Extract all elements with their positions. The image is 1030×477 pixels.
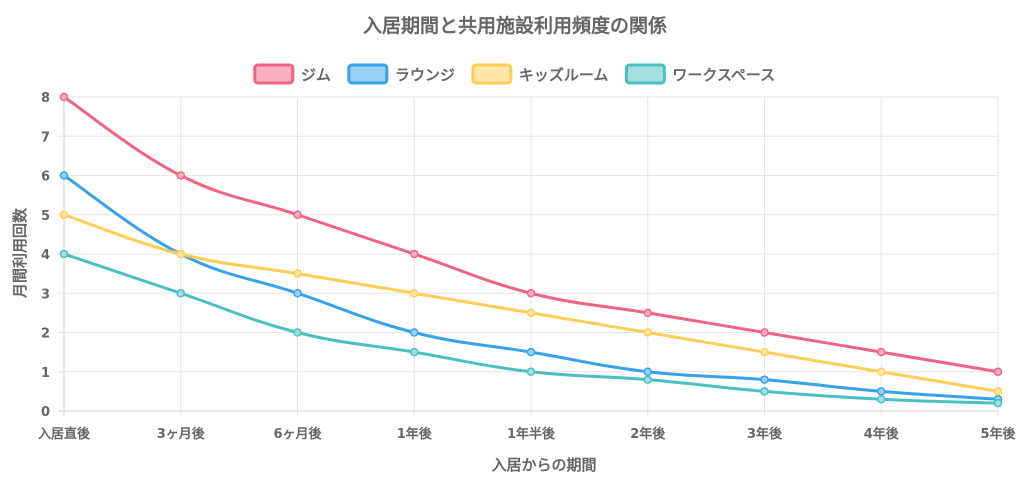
series-2: [59, 210, 1003, 396]
legend-label: キッズルーム: [519, 66, 609, 84]
legend-label: ワークスペース: [672, 66, 775, 84]
data-point[interactable]: [59, 92, 69, 102]
x-tick-label: 6ヶ月後: [273, 426, 322, 442]
data-point[interactable]: [993, 367, 1003, 376]
data-point[interactable]: [760, 387, 769, 396]
x-tick-label: 5年後: [980, 426, 1016, 442]
data-point[interactable]: [410, 289, 419, 298]
data-point[interactable]: [176, 171, 185, 180]
data-point[interactable]: [293, 210, 302, 219]
data-point[interactable]: [59, 171, 69, 180]
y-axis-ticks: 0 1 2 3 4 5 6 7 8: [41, 91, 50, 420]
y-tick-label: 0: [41, 405, 50, 420]
x-tick-label: 4年後: [864, 426, 900, 442]
data-point[interactable]: [176, 249, 185, 259]
data-point[interactable]: [176, 289, 185, 298]
data-point[interactable]: [643, 308, 652, 318]
legend-label: ラウンジ: [395, 66, 455, 84]
data-point[interactable]: [59, 210, 69, 219]
series-3: [59, 249, 1003, 408]
legend-item[interactable]: キッズルーム: [471, 63, 609, 85]
y-tick-label: 1: [41, 366, 50, 381]
data-point[interactable]: [760, 328, 769, 337]
data-point[interactable]: [526, 289, 536, 298]
data-point[interactable]: [526, 347, 536, 357]
x-tick-label: 1年後: [397, 426, 433, 442]
y-tick-label: 7: [41, 130, 50, 145]
data-point[interactable]: [59, 249, 69, 259]
x-tick-label: 1年半後: [507, 426, 556, 442]
data-point[interactable]: [643, 375, 652, 384]
y-tick-label: 8: [41, 91, 50, 106]
legend-label: ジム: [301, 66, 331, 84]
legend-item[interactable]: ワークスペース: [624, 63, 775, 85]
x-axis-title: 入居からの期間: [491, 456, 596, 474]
data-point[interactable]: [293, 328, 302, 337]
legend-item[interactable]: ラウンジ: [347, 63, 455, 85]
data-point[interactable]: [410, 249, 419, 259]
x-tick-label: 2年後: [630, 426, 666, 442]
chart-title: 入居期間と共用施設利用頻度の関係: [363, 14, 667, 37]
data-point[interactable]: [877, 347, 886, 357]
data-point[interactable]: [877, 394, 886, 404]
data-point[interactable]: [760, 375, 769, 384]
data-point[interactable]: [293, 269, 302, 278]
x-tick-label: 3年後: [747, 426, 783, 442]
data-point[interactable]: [410, 328, 419, 337]
data-point[interactable]: [526, 308, 536, 318]
data-point[interactable]: [293, 289, 302, 298]
y-tick-label: 5: [41, 209, 50, 224]
data-point[interactable]: [643, 367, 652, 376]
y-axis-title: 月間利用回数: [11, 207, 29, 299]
legend-item[interactable]: ジム: [253, 63, 331, 85]
legend-swatch: [624, 63, 666, 85]
series-0: [59, 92, 1003, 376]
data-point[interactable]: [993, 387, 1003, 396]
x-axis-ticks: 入居直後 3ヶ月後 6ヶ月後 1年後 1年半後 2年後 3年後 4年後 5年後: [38, 426, 1017, 442]
y-tick-label: 3: [41, 287, 50, 302]
series-lines: [59, 92, 1003, 408]
legend-swatch: [471, 63, 513, 85]
legend-swatch: [253, 63, 295, 85]
data-point[interactable]: [877, 367, 886, 376]
x-tick-label: 入居直後: [38, 426, 91, 442]
data-point[interactable]: [993, 398, 1003, 408]
data-point[interactable]: [410, 347, 419, 357]
x-tick-label: 3ヶ月後: [157, 426, 206, 442]
data-point[interactable]: [877, 387, 886, 396]
y-tick-label: 4: [41, 248, 50, 263]
data-point[interactable]: [760, 347, 769, 357]
y-tick-label: 6: [41, 170, 50, 185]
data-point[interactable]: [526, 367, 536, 376]
data-point[interactable]: [643, 328, 652, 337]
y-tick-label: 2: [41, 327, 50, 342]
legend[interactable]: ジム ラウンジ キッズルーム ワークスペース: [253, 63, 775, 85]
series-line: [63, 174, 999, 401]
legend-swatch: [347, 63, 389, 85]
series-line: [63, 95, 999, 374]
